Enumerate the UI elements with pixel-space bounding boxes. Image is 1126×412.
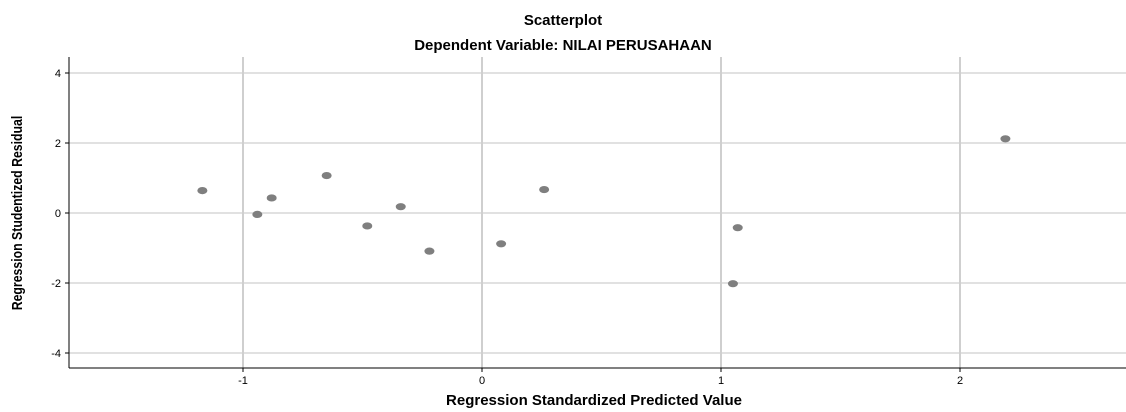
data-points (197, 135, 1011, 288)
chart-subtitle: Dependent Variable: NILAI PERUSAHAAN (414, 37, 712, 54)
data-point (252, 210, 263, 218)
y-tick-label: 2 (55, 138, 61, 150)
axes (65, 57, 1126, 372)
y-tick-label: 0 (55, 208, 61, 220)
data-point (321, 171, 332, 180)
data-point (266, 194, 277, 202)
grid-lines (69, 57, 1126, 368)
x-tick-label: 0 (479, 375, 485, 387)
data-point (732, 224, 743, 232)
x-tick-label: 1 (718, 375, 724, 387)
chart-title: Scatterplot (524, 12, 602, 29)
x-tick-label: -1 (238, 375, 248, 387)
y-tick-label: -4 (51, 348, 61, 360)
data-point (424, 247, 435, 255)
y-axis-title: Regression Studentized Residual (9, 116, 25, 311)
y-tick-label: -2 (51, 278, 61, 290)
y-tick-label: 4 (55, 68, 61, 80)
data-point (1000, 135, 1011, 143)
x-tick-label: 2 (957, 375, 963, 387)
data-point (395, 203, 406, 211)
data-point (197, 187, 208, 195)
data-point (539, 185, 550, 194)
x-axis-title: Regression Standardized Predicted Value (446, 392, 742, 409)
data-point (727, 280, 738, 288)
data-point (496, 240, 507, 248)
tick-labels: -4 -2 0 2 4 -1 0 1 2 (51, 68, 963, 387)
data-point (362, 222, 373, 230)
